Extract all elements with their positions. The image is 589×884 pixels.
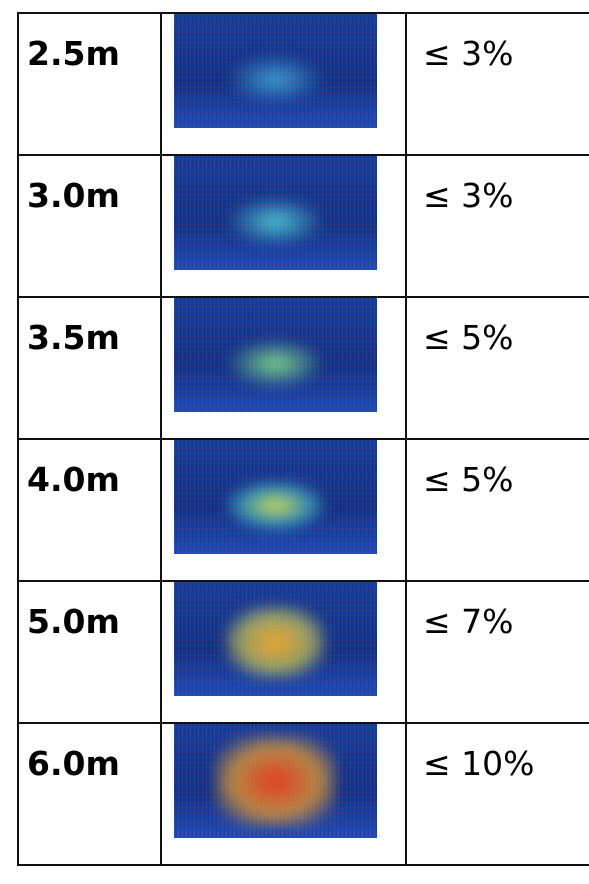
distance-cell: 3.5m [18, 297, 161, 439]
distance-cell: 2.5m [18, 13, 161, 155]
table-row: 3.5m ≤ 5% [18, 297, 589, 439]
table-row: 5.0m ≤ 7% [18, 581, 589, 723]
depth-map-image [174, 440, 377, 554]
depth-map-image [174, 156, 377, 270]
page: {"table": {"rows": [ ["2.5m", "≤ 3%"], [… [0, 0, 589, 884]
accuracy-cell: ≤ 3% [406, 13, 589, 155]
accuracy-cell: ≤ 7% [406, 581, 589, 723]
distance-cell: 3.0m [18, 155, 161, 297]
depth-highlight [225, 605, 327, 679]
image-cell [161, 13, 406, 155]
distance-cell: 6.0m [18, 723, 161, 865]
accuracy-cell: ≤ 10% [406, 723, 589, 865]
table-row: 6.0m ≤ 10% [18, 723, 589, 865]
accuracy-cell: ≤ 3% [406, 155, 589, 297]
depth-map-image [174, 14, 377, 128]
depth-highlight [225, 54, 327, 105]
depth-highlight [225, 480, 327, 531]
depth-highlight [225, 338, 327, 389]
table-row: 3.0m ≤ 3% [18, 155, 589, 297]
distance-cell: 5.0m [18, 581, 161, 723]
image-cell [161, 155, 406, 297]
image-cell [161, 439, 406, 581]
image-cell [161, 723, 406, 865]
accuracy-cell: ≤ 5% [406, 297, 589, 439]
accuracy-table: 2.5m ≤ 3% 3.0m ≤ 3% 3.5m ≤ 5% 4.0m ≤ 5% 5.0m ≤ 7%… [17, 12, 589, 866]
image-cell [161, 581, 406, 723]
distance-cell: 4.0m [18, 439, 161, 581]
image-cell [161, 297, 406, 439]
table-row: 2.5m ≤ 3% [18, 13, 589, 155]
depth-map-image [174, 582, 377, 696]
depth-map-image [174, 298, 377, 412]
accuracy-cell: ≤ 5% [406, 439, 589, 581]
depth-highlight [225, 196, 327, 247]
table-row: 4.0m ≤ 5% [18, 439, 589, 581]
depth-map-image [174, 724, 377, 838]
depth-highlight [215, 735, 337, 826]
